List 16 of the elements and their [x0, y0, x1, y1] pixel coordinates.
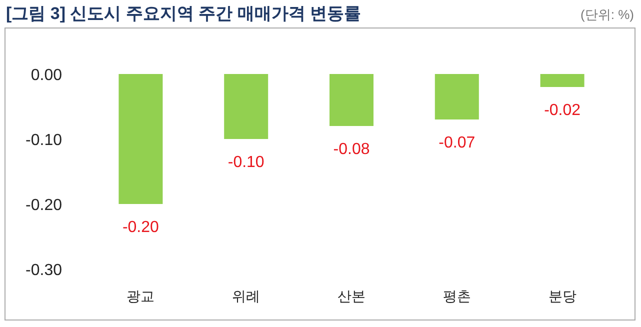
y-tick-label: -0.20	[26, 197, 62, 214]
y-tick-label: -0.30	[26, 262, 62, 279]
data-label: -0.20	[122, 219, 160, 236]
data-label: -0.02	[544, 102, 581, 119]
data-label: -0.08	[333, 141, 370, 158]
data-label: -0.10	[228, 154, 264, 171]
x-tick-label: 위례	[232, 288, 260, 304]
text: (단위: %)	[580, 7, 634, 22]
x-tick-label: 분당	[548, 288, 576, 304]
data-label: -0.07	[438, 134, 476, 152]
chart-title: [그림 3] 신도시 주요지역 주간 매매가격 변동률	[6, 4, 362, 23]
y-tick-label: 0.00	[30, 67, 62, 84]
x-tick-label: 광교	[126, 288, 155, 304]
y-tick-label: -0.10	[26, 132, 62, 149]
x-tick-label: 평촌	[442, 288, 471, 304]
x-tick-label: 산본	[338, 288, 366, 304]
